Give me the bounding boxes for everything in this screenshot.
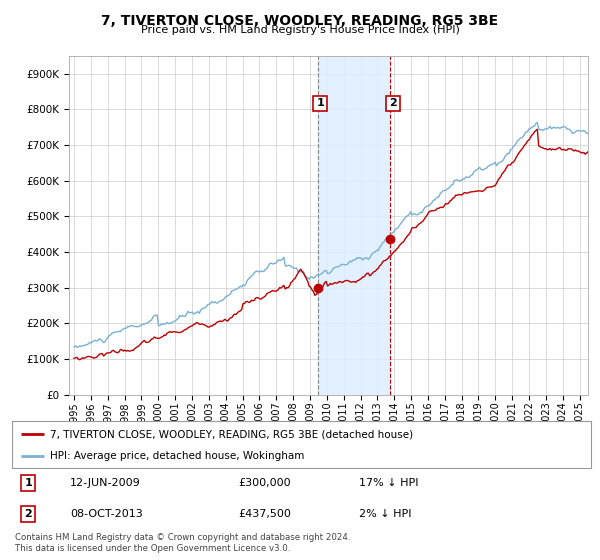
Text: 2% ↓ HPI: 2% ↓ HPI xyxy=(359,509,412,519)
Text: 1: 1 xyxy=(316,99,324,109)
Text: 7, TIVERTON CLOSE, WOODLEY, READING, RG5 3BE: 7, TIVERTON CLOSE, WOODLEY, READING, RG5… xyxy=(101,14,499,28)
Text: Price paid vs. HM Land Registry's House Price Index (HPI): Price paid vs. HM Land Registry's House … xyxy=(140,25,460,35)
Text: £300,000: £300,000 xyxy=(238,478,290,488)
Text: 08-OCT-2013: 08-OCT-2013 xyxy=(70,509,143,519)
Text: 7, TIVERTON CLOSE, WOODLEY, READING, RG5 3BE (detached house): 7, TIVERTON CLOSE, WOODLEY, READING, RG5… xyxy=(50,429,413,439)
Text: HPI: Average price, detached house, Wokingham: HPI: Average price, detached house, Woki… xyxy=(50,451,304,461)
Text: 2: 2 xyxy=(25,509,32,519)
Text: £437,500: £437,500 xyxy=(238,509,290,519)
Text: 1: 1 xyxy=(25,478,32,488)
Text: 12-JUN-2009: 12-JUN-2009 xyxy=(70,478,140,488)
Text: 17% ↓ HPI: 17% ↓ HPI xyxy=(359,478,419,488)
Text: 2: 2 xyxy=(389,99,397,109)
Bar xyxy=(317,56,391,395)
Text: Contains HM Land Registry data © Crown copyright and database right 2024.
This d: Contains HM Land Registry data © Crown c… xyxy=(15,533,350,553)
